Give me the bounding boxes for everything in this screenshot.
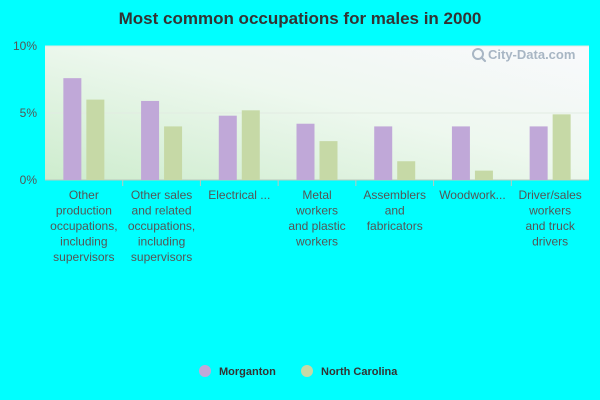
category-label-line: production	[56, 204, 112, 218]
magnifier-icon	[472, 48, 487, 63]
category-label-line: Assemblers	[363, 188, 426, 202]
y-tick-label: 5%	[20, 106, 38, 120]
y-tick-label: 10%	[13, 39, 37, 53]
bar-north-carolina[interactable]	[86, 99, 105, 180]
category-label-line: and truck	[525, 219, 575, 233]
bar-morganton[interactable]	[529, 126, 548, 180]
legend-swatch	[199, 365, 211, 377]
bar-north-carolina[interactable]	[397, 161, 416, 180]
category-label: Other sales and related occupations, includ…	[128, 188, 195, 264]
y-tick-label: 0%	[20, 173, 38, 187]
category-label-line: and related	[132, 204, 192, 218]
legend: Morganton North Carolina	[199, 365, 398, 378]
category-label: Metal workers and plastic workers	[288, 188, 345, 249]
category-label-line: supervisors	[131, 250, 192, 264]
category-label-line: including	[60, 235, 107, 249]
chart-title: Most common occupations for males in 200…	[119, 9, 482, 28]
category-label-line: occupations,	[50, 219, 117, 233]
category-label-line: fabricators	[367, 219, 423, 233]
legend-label: Morganton	[219, 366, 276, 378]
bar-north-carolina[interactable]	[164, 126, 183, 180]
bar-morganton[interactable]	[374, 126, 393, 180]
bar-north-carolina[interactable]	[552, 114, 571, 180]
category-label: Electrical ...	[208, 188, 270, 202]
category-label-line: workers	[528, 204, 571, 218]
watermark: City-Data.com	[472, 47, 575, 63]
legend-label: North Carolina	[321, 366, 398, 378]
category-label-line: and	[385, 204, 405, 218]
category-label: Driver/sales workers and truck drivers	[518, 188, 581, 249]
watermark-text: City-Data.com	[488, 47, 575, 62]
bar-north-carolina[interactable]	[319, 141, 338, 180]
bar-morganton[interactable]	[218, 115, 237, 180]
category-label-line: Electrical ...	[208, 188, 270, 202]
category-label: Assemblers and fabricators	[363, 188, 426, 233]
bar-morganton[interactable]	[141, 100, 160, 180]
bar-morganton[interactable]	[451, 126, 470, 180]
category-label-line: Other sales	[131, 188, 192, 202]
legend-swatch	[301, 365, 313, 377]
category-label-line: Driver/sales	[518, 188, 581, 202]
category-label-line: workers	[295, 204, 338, 218]
category-label-line: occupations,	[128, 219, 195, 233]
category-label-line: drivers	[532, 235, 568, 249]
category-label-line: Metal	[302, 188, 331, 202]
category-label-line: Woodwork...	[439, 188, 505, 202]
category-label-line: including	[138, 235, 185, 249]
bar-morganton[interactable]	[296, 123, 315, 180]
bars	[63, 78, 571, 180]
bar-north-carolina[interactable]	[474, 170, 493, 180]
y-axis-ticks: 0% 5% 10%	[13, 39, 589, 187]
category-label-line: and plastic	[288, 219, 345, 233]
bar-morganton[interactable]	[63, 78, 82, 180]
category-label-line: workers	[295, 235, 338, 249]
category-label-line: supervisors	[53, 250, 114, 264]
bar-north-carolina[interactable]	[241, 110, 260, 180]
category-label-line: Other	[69, 188, 99, 202]
gridlines	[45, 45, 589, 114]
category-label: Woodwork...	[439, 188, 505, 202]
category-labels: Other production occupations, including supe…	[50, 180, 582, 264]
category-label: Other production occupations, including supe…	[50, 188, 117, 264]
